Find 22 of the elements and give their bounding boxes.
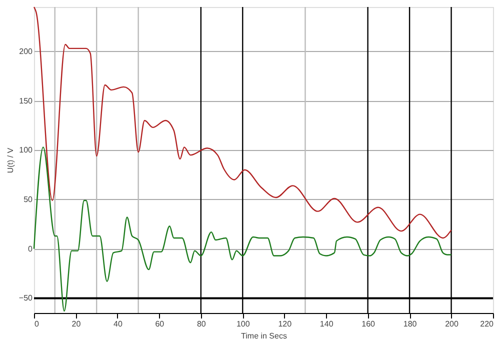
x-tick-label: 80 [196, 320, 206, 328]
y-tick-label: 100 [19, 146, 34, 155]
y-tick-label: 150 [19, 96, 34, 106]
x-tick-label: 160 [362, 320, 376, 328]
x-tick-label: 0 [34, 320, 40, 328]
x-tick-label: 40 [114, 320, 123, 328]
x-tick-label: 20 [72, 320, 82, 328]
x-tick-label: 120 [278, 320, 292, 328]
x-tick-label: 100 [236, 320, 250, 328]
y-axis-title: U(t) / V [6, 147, 15, 174]
line-series [33, 6, 452, 239]
x-tick-label: 60 [155, 320, 165, 328]
x-tick-label: 180 [403, 320, 418, 328]
y-tick-label: 0 [28, 244, 34, 254]
x-tick-label: 200 [445, 320, 459, 328]
y-tick-label: 200 [19, 46, 34, 56]
y-tick-label: 50 [24, 194, 34, 204]
x-tick-label: 140 [320, 320, 334, 328]
y-tick-label: −50 [18, 294, 34, 303]
line-series [33, 146, 452, 312]
x-axis-title: Time in Secs [241, 332, 287, 340]
x-tick-label: 220 [480, 320, 494, 328]
